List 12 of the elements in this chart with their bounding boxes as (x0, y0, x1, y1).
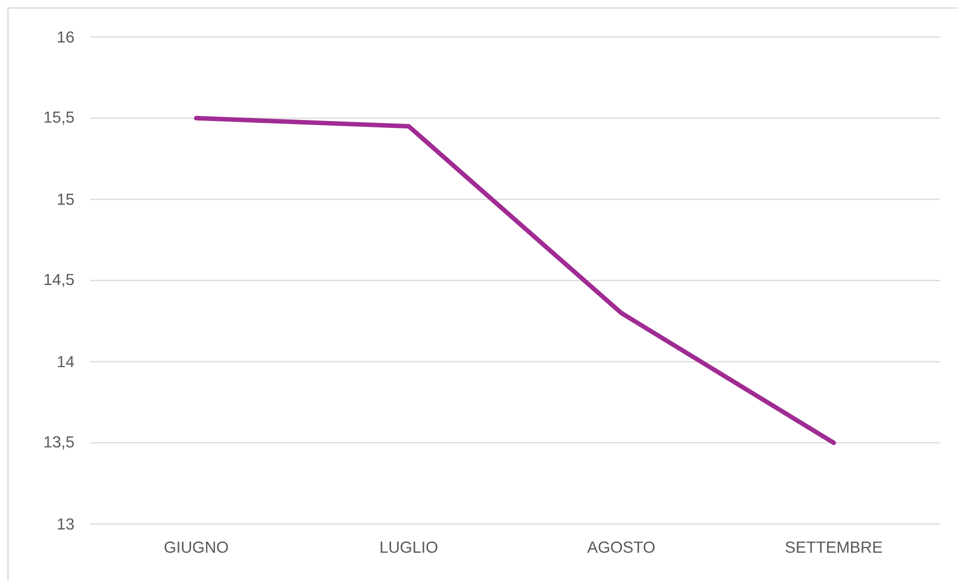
y-tick-label: 14 (58, 356, 74, 368)
x-tick-label: GIUGNO (164, 542, 228, 553)
y-tick-label: 13 (58, 518, 74, 530)
y-tick-label: 16 (58, 31, 74, 43)
x-tick-label: AGOSTO (587, 542, 655, 553)
y-tick-label: 15,5 (44, 112, 74, 125)
y-tick-label: 13,5 (44, 436, 74, 450)
line-series (194, 116, 836, 446)
x-tick-label: LUGLIO (380, 542, 438, 553)
y-tick-label: 14,5 (44, 274, 74, 288)
x-tick-label: SETTEMBRE (786, 542, 882, 553)
y-tick-label: 15 (58, 194, 74, 205)
